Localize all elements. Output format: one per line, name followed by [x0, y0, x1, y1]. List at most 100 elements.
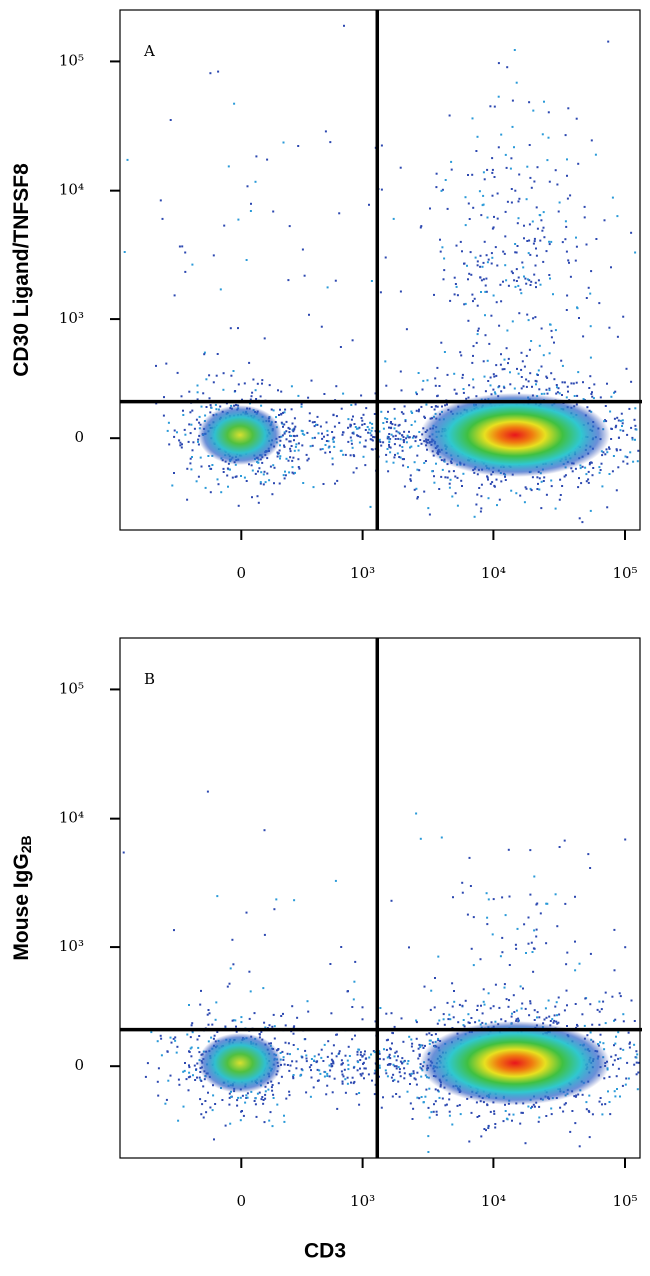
event-dot [482, 261, 485, 264]
event-dot [581, 1013, 584, 1016]
event-dot [174, 1039, 177, 1042]
event-dot [633, 1063, 636, 1066]
event-dot [616, 416, 619, 419]
event-dot [232, 370, 235, 372]
event-dot [241, 398, 243, 401]
event-dot [519, 1122, 522, 1125]
event-dot [351, 1076, 354, 1079]
event-dot [408, 946, 410, 949]
event-dot [489, 1007, 492, 1010]
event-dot [557, 996, 560, 999]
event-dot [587, 470, 590, 473]
event-dot [526, 278, 529, 281]
event-dot [507, 357, 510, 360]
event-dot [396, 452, 399, 455]
event-dot [462, 388, 465, 390]
event-dot [495, 364, 498, 367]
event-dot [237, 504, 240, 507]
event-dot [357, 427, 360, 430]
event-dot [540, 327, 543, 330]
event-dot [229, 468, 231, 471]
event-dot [503, 252, 506, 255]
event-dot [171, 484, 174, 487]
event-dot [492, 294, 495, 297]
event-dot [462, 1024, 465, 1027]
event-dot [236, 1104, 239, 1107]
event-dot [254, 472, 257, 475]
event-dot [249, 990, 252, 993]
event-dot [411, 1118, 414, 1120]
event-dot [538, 388, 541, 391]
event-dot [578, 317, 580, 319]
event-dot [351, 1006, 354, 1008]
event-dot [555, 1001, 558, 1004]
event-dot [393, 417, 396, 420]
event-dot [215, 408, 218, 411]
event-dot [598, 1100, 601, 1103]
event-dot [451, 1005, 454, 1008]
event-dot [530, 489, 533, 492]
event-dot [292, 1032, 295, 1035]
event-dot [478, 487, 481, 489]
event-dot [523, 923, 526, 926]
event-dot [462, 391, 465, 394]
event-dot [449, 478, 452, 481]
event-dot [189, 1075, 192, 1078]
event-dot [442, 1013, 445, 1016]
event-dot [332, 413, 335, 416]
event-dot [176, 1045, 179, 1048]
event-dot [536, 227, 539, 230]
y-tick-label: 10⁴ [59, 809, 84, 827]
event-dot [321, 448, 324, 450]
event-dot [559, 494, 562, 496]
event-dot [248, 1017, 251, 1020]
event-dot [176, 431, 178, 434]
plot-frame [119, 9, 641, 531]
event-dot [493, 215, 495, 218]
event-dot [310, 1064, 313, 1067]
event-dot [326, 286, 329, 289]
event-dot [532, 242, 535, 245]
event-dot [342, 392, 345, 395]
event-dot [502, 1120, 505, 1123]
event-dot [575, 236, 577, 239]
event-dot [527, 1105, 530, 1108]
event-dot [480, 507, 483, 510]
event-dot [191, 1031, 194, 1034]
event-dot [305, 1091, 308, 1094]
event-dot [262, 483, 265, 486]
event-dot [622, 315, 625, 318]
event-dot [226, 985, 229, 988]
event-dot [356, 1053, 359, 1056]
event-dot [504, 479, 507, 481]
event-dot [604, 1103, 607, 1106]
event-dot [482, 278, 485, 281]
event-dot [582, 398, 585, 401]
event-dot [348, 1055, 351, 1057]
event-dot [480, 291, 482, 293]
event-dot [578, 517, 581, 520]
event-dot [350, 439, 353, 442]
event-dot [563, 381, 566, 384]
event-dot [536, 166, 539, 169]
event-dot [209, 491, 212, 494]
event-dot [555, 392, 558, 395]
event-dot [289, 1064, 292, 1067]
event-dot [545, 1115, 548, 1117]
event-dot [315, 423, 317, 426]
event-dot [561, 364, 564, 367]
event-dot [550, 372, 553, 375]
event-dot [307, 1010, 310, 1013]
event-dot [453, 372, 456, 375]
event-dot [388, 438, 391, 441]
event-dot [244, 1101, 247, 1104]
event-dot [167, 421, 170, 424]
event-dot [535, 247, 537, 250]
event-dot [614, 1095, 617, 1098]
event-dot [386, 418, 389, 420]
event-dot [273, 482, 275, 485]
event-dot [516, 245, 519, 247]
event-dot [515, 1018, 518, 1021]
event-dot [288, 1069, 291, 1072]
event-dot [415, 1019, 418, 1022]
